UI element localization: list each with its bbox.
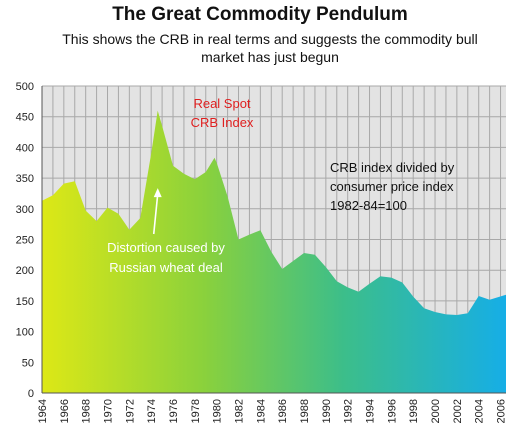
y-tick-label: 150: [16, 296, 34, 308]
chart-subtitle: This shows the CRB in real terms and sug…: [62, 31, 478, 65]
x-tick-label: 1994: [365, 399, 377, 423]
x-tick-label: 1978: [190, 399, 202, 423]
x-tick-label: 2002: [452, 399, 464, 423]
note-text: consumer price index: [330, 179, 454, 194]
x-tick-label: 1970: [103, 399, 115, 423]
note-text: CRB index divided by: [330, 160, 455, 175]
x-tick-label: 1976: [168, 399, 180, 423]
y-tick-label: 100: [16, 327, 34, 339]
x-tick-label: 1996: [386, 399, 398, 423]
x-tick-label: 2006: [496, 399, 508, 423]
y-tick-label: 0: [28, 388, 34, 400]
x-tick-label: 1990: [321, 399, 333, 423]
callout-arrow: [152, 194, 159, 235]
x-tick-label: 1984: [255, 399, 267, 423]
x-tick-label: 2004: [474, 399, 486, 423]
y-tick-label: 500: [16, 81, 34, 93]
x-tick-label: 2000: [430, 399, 442, 423]
y-tick-label: 200: [16, 265, 34, 277]
x-tick-label: 1982: [234, 399, 246, 423]
x-tick-label: 1980: [212, 399, 224, 423]
callout-arrowhead: [153, 188, 162, 198]
x-tick-label: 1966: [59, 399, 71, 423]
x-tick-label: 1972: [124, 399, 136, 423]
series-label: CRB Index: [191, 115, 254, 130]
series-area: [42, 110, 506, 393]
y-tick-label: 250: [16, 235, 34, 247]
x-tick-label: 1968: [81, 399, 93, 423]
series-label: Real Spot: [193, 96, 250, 111]
y-tick-label: 50: [22, 357, 34, 369]
y-tick-label: 400: [16, 142, 34, 154]
chart-title: The Great Commodity Pendulum: [112, 4, 408, 25]
callout-text: Distortion caused by: [107, 240, 225, 255]
y-tick-label: 350: [16, 173, 34, 185]
x-tick-label: 1988: [299, 399, 311, 423]
x-tick-label: 1998: [408, 399, 420, 423]
callout-text: Russian wheat deal: [109, 260, 223, 275]
y-tick-label: 450: [16, 112, 34, 124]
note-text: 1982-84=100: [330, 198, 407, 213]
x-tick-label: 1986: [277, 399, 289, 423]
x-tick-label: 1964: [37, 399, 49, 423]
y-tick-label: 300: [16, 204, 34, 216]
x-tick-label: 1974: [146, 399, 158, 423]
x-tick-label: 1992: [343, 399, 355, 423]
